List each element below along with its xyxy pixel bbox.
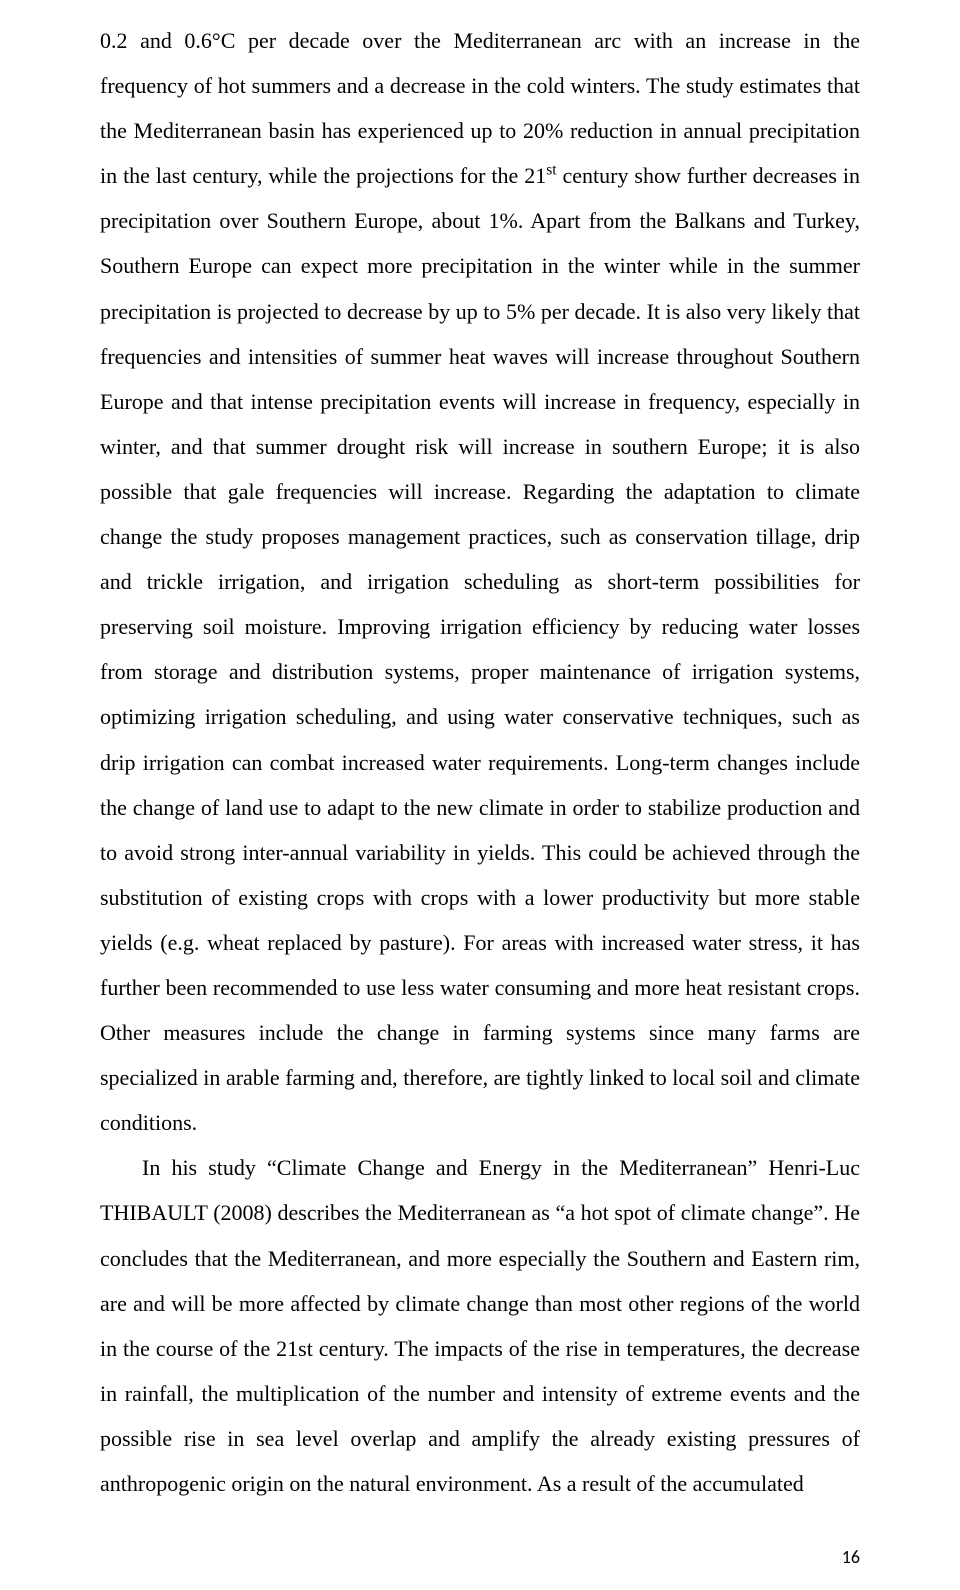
- document-page: 0.2 and 0.6°C per decade over the Medite…: [0, 0, 960, 1590]
- paragraph-2-pre: In his study “Climate Change and Energy …: [100, 1155, 860, 1496]
- paragraph-1-post: century show further decreases in precip…: [100, 163, 860, 1135]
- paragraph-2: In his study “Climate Change and Energy …: [100, 1145, 860, 1506]
- page-number: 16: [842, 1546, 860, 1568]
- paragraph-1: 0.2 and 0.6°C per decade over the Medite…: [100, 18, 860, 1145]
- paragraph-1-sup: st: [546, 162, 556, 179]
